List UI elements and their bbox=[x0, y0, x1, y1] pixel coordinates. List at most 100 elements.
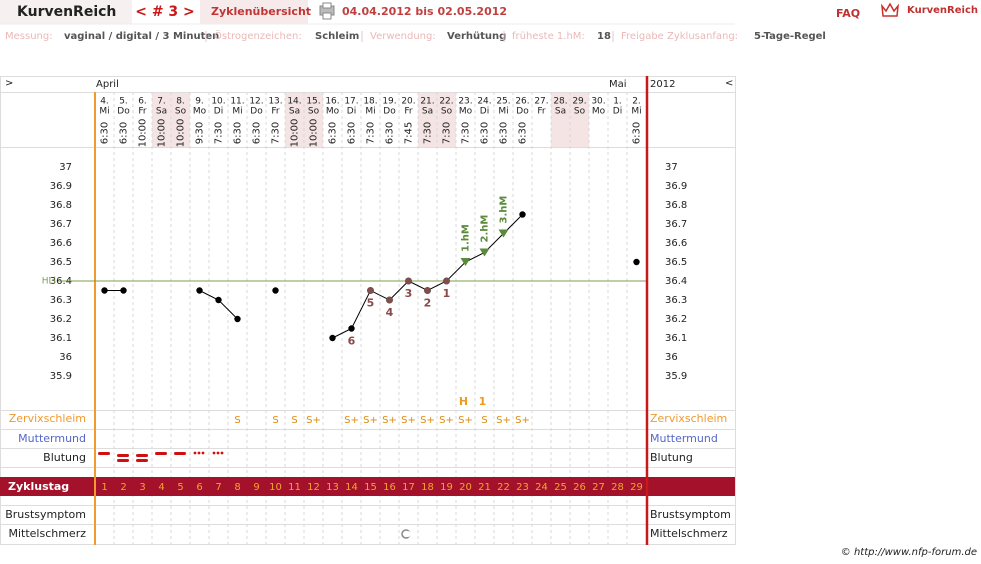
cervix-mark: S+ bbox=[439, 415, 454, 426]
cycle-day: 1 bbox=[101, 482, 107, 493]
cervix-label-right: Zervixschleim bbox=[650, 412, 727, 425]
logo-icon bbox=[881, 2, 899, 17]
measure-time: 6:30 bbox=[632, 122, 643, 144]
bleeding-spot bbox=[216, 451, 220, 455]
y-tick-label-right: 36.6 bbox=[665, 238, 687, 249]
measure-time: 7:30 bbox=[461, 122, 472, 144]
print-icon[interactable] bbox=[319, 2, 335, 20]
day-number: 16. bbox=[325, 97, 339, 107]
title-box bbox=[0, 0, 132, 24]
day-number: 5. bbox=[119, 97, 128, 107]
info-value: Schleim bbox=[315, 31, 359, 42]
day-number: 25. bbox=[496, 97, 510, 107]
cycle-label: Zyklustag bbox=[8, 480, 69, 493]
cycle-day: 29 bbox=[630, 482, 643, 493]
cycle-day: 25 bbox=[554, 482, 567, 493]
cycle-day: 10 bbox=[269, 482, 282, 493]
temperature-point bbox=[423, 286, 431, 294]
cervix-os-label-right: Muttermund bbox=[650, 432, 718, 445]
y-tick-label: 37 bbox=[59, 162, 72, 173]
cycle-day: 22 bbox=[497, 482, 510, 493]
weekday: Do bbox=[250, 107, 263, 117]
count-label: 3 bbox=[405, 287, 413, 300]
y-tick-label-right: 36.2 bbox=[665, 314, 687, 325]
bleeding-label: Blutung bbox=[43, 451, 86, 464]
cervix-mark: S+ bbox=[420, 415, 435, 426]
count-label: 4 bbox=[386, 306, 394, 319]
weekday: Fr bbox=[271, 107, 280, 117]
overview-button[interactable]: Zyklenübersicht bbox=[211, 5, 311, 18]
weekend-shade bbox=[152, 92, 171, 147]
cycle-day: 21 bbox=[478, 482, 491, 493]
temperature-point bbox=[101, 287, 108, 294]
cycle-day: 14 bbox=[345, 482, 358, 493]
breast-label: Brustsymptom bbox=[5, 508, 86, 521]
weekend-shade bbox=[551, 92, 570, 147]
y-tick-label-right: 36.3 bbox=[665, 295, 687, 306]
bleeding-medium bbox=[174, 452, 186, 455]
measure-time: 7:30 bbox=[271, 122, 282, 144]
weekday: Do bbox=[383, 107, 396, 117]
day-number: 30. bbox=[591, 97, 605, 107]
day-number: 29. bbox=[572, 97, 586, 107]
measure-time: 10:00 bbox=[309, 119, 320, 148]
weekend-shade bbox=[171, 92, 190, 147]
cervix-mark: S+ bbox=[344, 415, 359, 426]
cervix-mark: S+ bbox=[515, 415, 530, 426]
temperature-point bbox=[404, 277, 412, 285]
count-label: 2 bbox=[424, 297, 432, 310]
cervix-os-label: Muttermund bbox=[18, 432, 86, 445]
measure-time: 7:30 bbox=[442, 122, 453, 144]
day-number: 12. bbox=[249, 97, 263, 107]
weekday: Do bbox=[117, 107, 130, 117]
printer-paper[interactable] bbox=[322, 2, 332, 9]
y-tick-label: 36.8 bbox=[50, 200, 72, 211]
cycle-day: 8 bbox=[234, 482, 240, 493]
printer-out[interactable] bbox=[322, 12, 332, 20]
info-value: 5-Tage-Regel bbox=[754, 31, 826, 42]
info-value: vaginal / digital / 3 Minuten bbox=[64, 31, 219, 42]
bleeding-spot bbox=[201, 451, 205, 455]
y-tick-label-right: 35.9 bbox=[665, 371, 687, 382]
weekday: Fr bbox=[138, 107, 147, 117]
y-tick-label-right: 36.4 bbox=[665, 276, 687, 287]
info-label: Messung: bbox=[5, 31, 53, 42]
cycle-day: 11 bbox=[288, 482, 301, 493]
cervix-mark: S bbox=[234, 415, 240, 426]
cycle-day: 13 bbox=[326, 482, 339, 493]
temperature-point bbox=[385, 296, 393, 304]
measure-time: 6:30 bbox=[480, 122, 491, 144]
cervix-mark: S+ bbox=[306, 415, 321, 426]
day-number: 17. bbox=[344, 97, 358, 107]
temperature-point bbox=[234, 315, 241, 323]
y-tick-label: 36.9 bbox=[50, 181, 72, 192]
y-tick-label-right: 36.7 bbox=[665, 219, 687, 230]
overview-button-bg[interactable] bbox=[200, 0, 308, 24]
y-tick-label-right: 37 bbox=[665, 162, 678, 173]
cervix-mark: S+ bbox=[363, 415, 378, 426]
day-number: 18. bbox=[363, 97, 377, 107]
mittelschmerz-icon bbox=[401, 529, 411, 539]
day-number: 27. bbox=[534, 97, 548, 107]
bleeding-spot bbox=[220, 451, 224, 455]
weekday: So bbox=[175, 107, 187, 117]
bleeding-heavy bbox=[117, 459, 129, 462]
day-number: 20. bbox=[401, 97, 415, 107]
cycle-day: 2 bbox=[120, 482, 126, 493]
cervix-mark: S+ bbox=[401, 415, 416, 426]
weekend-shade bbox=[437, 92, 456, 147]
temperature-point bbox=[272, 287, 279, 294]
info-label: früheste 1.hM: bbox=[512, 31, 585, 42]
cycle-day: 28 bbox=[611, 482, 624, 493]
weekday: Mi bbox=[365, 107, 375, 117]
weekday: So bbox=[308, 107, 320, 117]
cervix-mark: S+ bbox=[496, 415, 511, 426]
nav-right: < bbox=[725, 78, 733, 89]
faq-link[interactable]: FAQ bbox=[836, 7, 860, 20]
bleeding-spot bbox=[212, 451, 216, 455]
weekday: Sa bbox=[555, 107, 566, 117]
weekday: Di bbox=[613, 107, 622, 117]
cycle-nav[interactable]: < # 3 > bbox=[135, 4, 195, 20]
measure-time: 7:30 bbox=[214, 122, 225, 144]
